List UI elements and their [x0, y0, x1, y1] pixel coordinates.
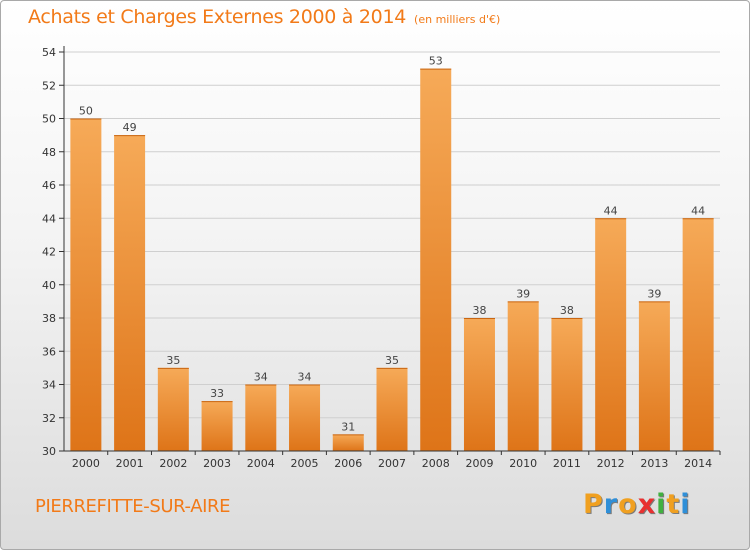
logo-letter: i	[656, 489, 667, 520]
data-label: 34	[298, 371, 312, 384]
bar	[201, 401, 233, 451]
y-tick-label: 36	[42, 345, 56, 358]
bars	[70, 68, 714, 451]
data-label: 49	[123, 121, 137, 134]
logo-letter: P	[583, 489, 604, 520]
x-tick-label: 2002	[159, 457, 187, 470]
bar	[332, 434, 364, 451]
x-tick-label: 2006	[334, 457, 362, 470]
x-tick-label: 2000	[72, 457, 100, 470]
x-tick-label: 2003	[203, 457, 231, 470]
bar	[70, 118, 102, 451]
proxiti-logo: Proxiti	[583, 489, 691, 520]
x-tick-label: 2005	[291, 457, 319, 470]
x-tick-label: 2009	[465, 457, 493, 470]
data-label: 38	[472, 304, 486, 317]
bar	[245, 384, 277, 451]
data-label: 35	[385, 354, 399, 367]
bar	[551, 318, 583, 451]
y-tick-label: 52	[42, 79, 56, 92]
x-tick-label: 2001	[116, 457, 144, 470]
data-label: 44	[691, 204, 705, 217]
y-tick-label: 54	[42, 46, 56, 59]
x-tick-label: 2004	[247, 457, 275, 470]
chart-title: Achats et Charges Externes 2000 à 2014 (e…	[28, 6, 500, 28]
logo-letter: o	[618, 489, 638, 520]
y-tick-label: 44	[42, 212, 56, 225]
data-label: 38	[560, 304, 574, 317]
data-label: 50	[79, 105, 93, 118]
logo-letter: r	[603, 489, 619, 520]
bar	[595, 218, 627, 451]
bar	[289, 384, 321, 451]
x-tick-label: 2014	[684, 457, 712, 470]
bar	[463, 318, 495, 451]
data-label: 34	[254, 371, 268, 384]
data-label: 53	[429, 55, 443, 68]
data-label: 31	[341, 420, 355, 433]
axes: 30 32 34 36 38 40 42 44 46 48 50 52 54	[42, 46, 721, 458]
x-tick-label: 2007	[378, 457, 406, 470]
x-tick-label: 2013	[640, 457, 668, 470]
bar	[114, 135, 146, 451]
commune-name: PIERREFITTE-SUR-AIRE	[35, 496, 231, 517]
bar	[638, 301, 670, 451]
unit-note: (en milliers d'€)	[414, 13, 501, 26]
x-tick-label: 2010	[509, 457, 537, 470]
bar	[376, 367, 408, 451]
y-tick-label: 50	[42, 113, 56, 126]
data-label: 39	[647, 287, 661, 300]
x-tick-label: 2008	[422, 457, 450, 470]
logo-letter: x	[637, 489, 657, 520]
bar	[420, 68, 452, 451]
y-tick-label: 34	[42, 379, 56, 392]
y-tick-label: 48	[42, 146, 56, 159]
data-label: 35	[166, 354, 180, 367]
chart-title-text: Achats et Charges Externes 2000 à 2014	[28, 6, 407, 28]
logo-letter: t	[666, 489, 681, 520]
y-tick-label: 30	[42, 445, 56, 458]
data-label: 33	[210, 387, 224, 400]
y-tick-label: 32	[42, 412, 56, 425]
y-tick-label: 38	[42, 312, 56, 325]
y-tick-label: 40	[42, 279, 56, 292]
bar	[507, 301, 539, 451]
bar	[682, 218, 714, 451]
y-tick-label: 46	[42, 179, 56, 192]
data-label: 39	[516, 287, 530, 300]
bar	[157, 367, 189, 451]
y-tick-label: 42	[42, 246, 56, 259]
data-label: 44	[604, 204, 618, 217]
x-tick-label: 2012	[597, 457, 625, 470]
labels: 50 2000 49 2001 35 2002 33 2003 34 2004 34 2005 31 20…	[72, 55, 712, 470]
x-tick-label: 2011	[553, 457, 581, 470]
logo-letter: i	[680, 489, 691, 520]
